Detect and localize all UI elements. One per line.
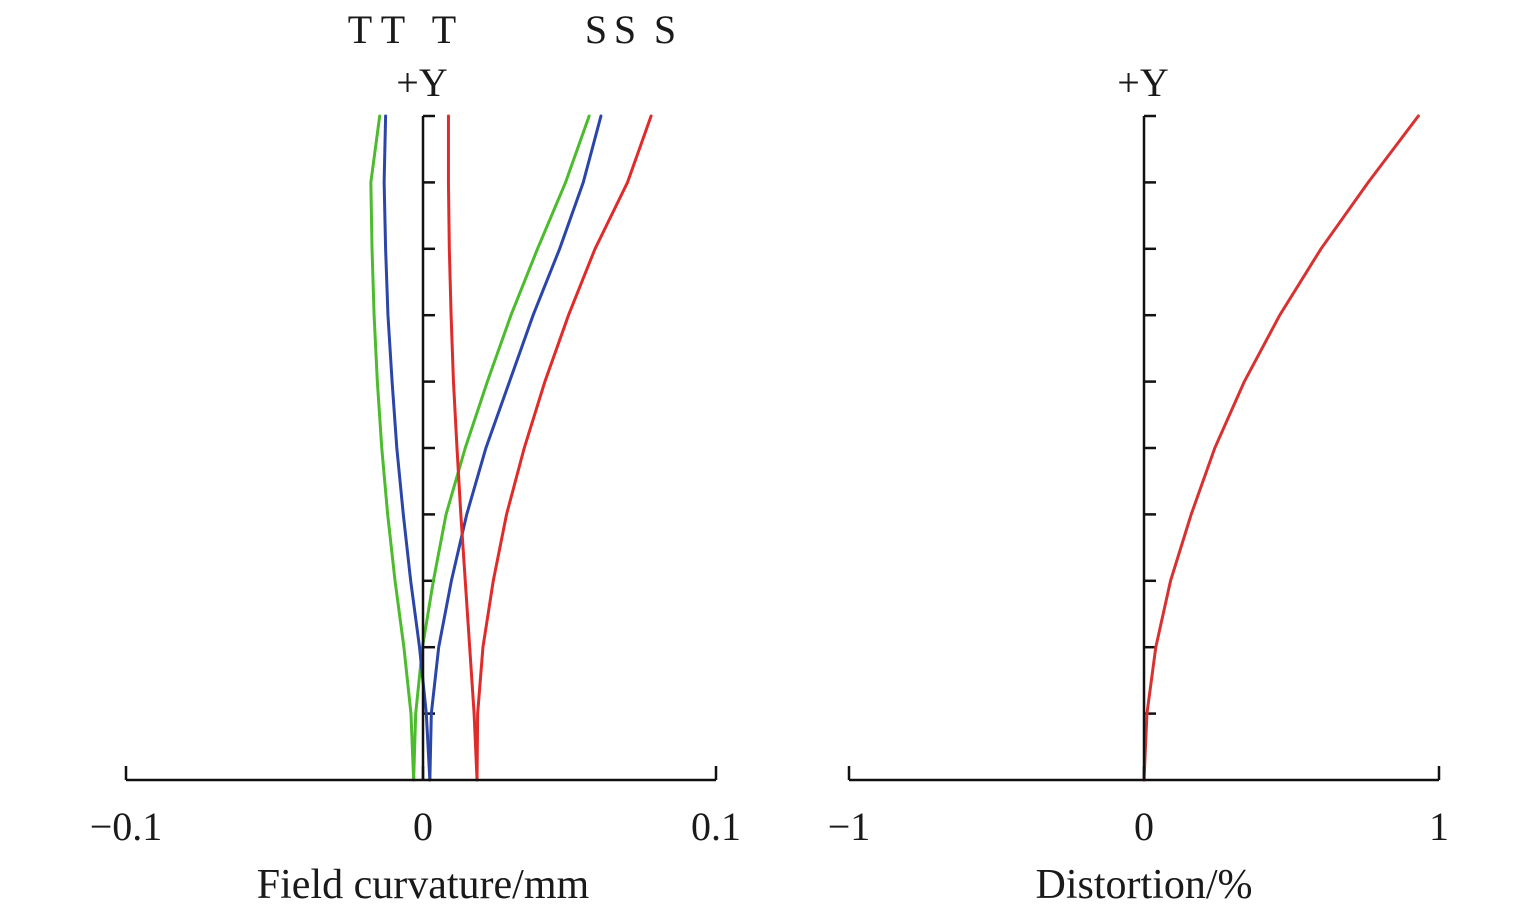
tangential-curve-3 [446,114,479,782]
sagittal-curve-2 [428,114,603,782]
field-curvature-panel: −0.1 0 0.1 Field curvature/mm +Y T T T S… [90,7,741,908]
field-curvature-y-axis-title: +Y [396,60,447,105]
distortion-x-tick-label: 0 [1134,804,1154,849]
tangential-curve-1 [369,114,416,782]
sagittal-label: S [614,7,636,52]
field-curvature-x-tick-label: 0.1 [691,804,741,849]
sagittal-label: S [585,7,607,52]
field-curvature-x-axis-title: Field curvature/mm [257,862,590,908]
distortion-x-axis-title: Distortion/% [1036,862,1253,908]
field-curvature-x-tick-label: 0 [413,804,433,849]
tangential-label: T [348,7,372,52]
field-curvature-x-tick-label: −0.1 [90,804,163,849]
distortion-y-ticks [1144,114,1156,715]
tangential-label: T [381,7,405,52]
distortion-panel: −1 0 1 Distortion/% +Y [828,60,1449,908]
distortion-x-tick-label: 1 [1429,804,1449,849]
distortion-x-tick-label: −1 [828,804,871,849]
tangential-label: T [432,7,456,52]
distortion-curves [1142,114,1420,782]
sagittal-label: S [654,7,676,52]
field-curvature-y-ticks [423,114,435,715]
sagittal-curve-1 [412,114,591,782]
field-curvature-curves [369,114,653,782]
distortion-curve [1142,114,1420,782]
distortion-y-axis-title: +Y [1117,60,1168,105]
sagittal-curve-3 [475,114,653,782]
